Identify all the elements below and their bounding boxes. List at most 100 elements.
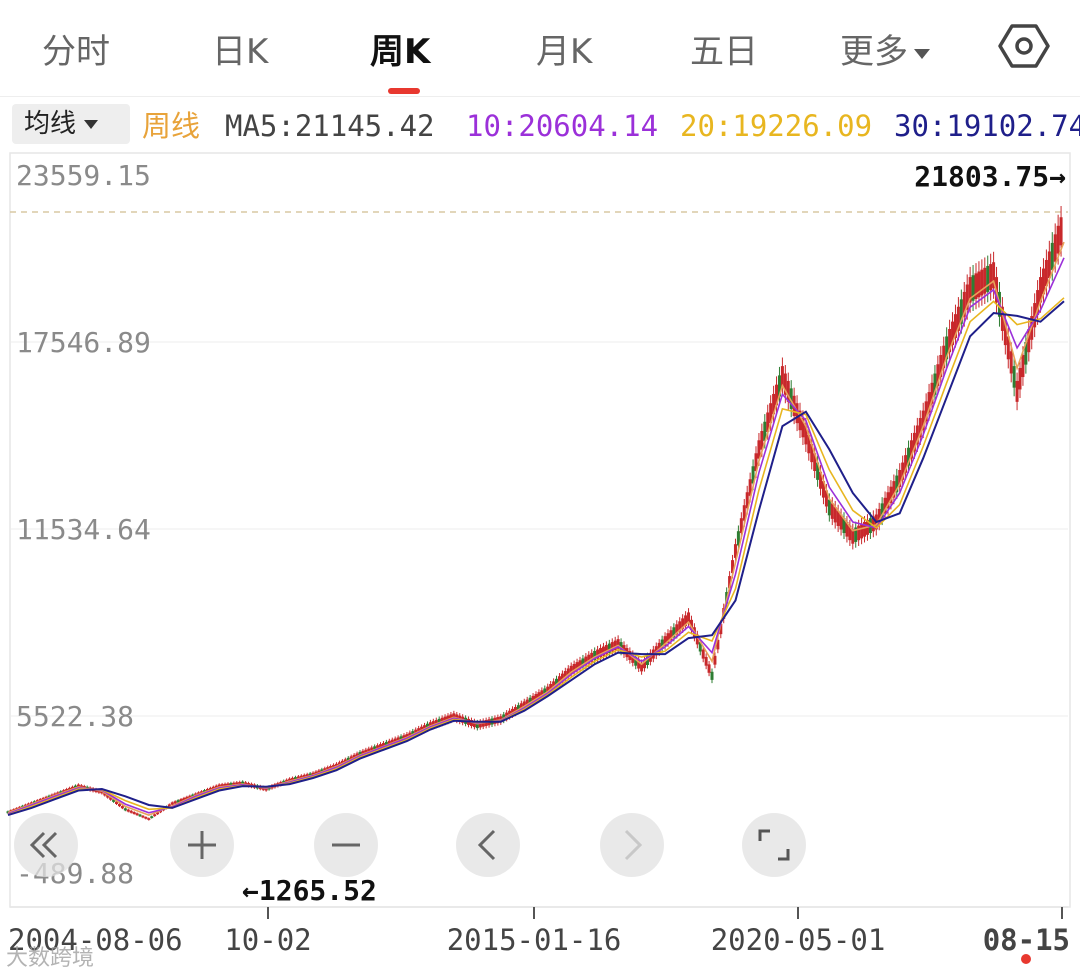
- tab-intraday[interactable]: 分时: [42, 32, 110, 72]
- scroll-left-button[interactable]: [456, 813, 520, 877]
- candle-body: [173, 801, 177, 804]
- candle-body: [115, 801, 119, 805]
- indicator-select[interactable]: 均线: [12, 104, 130, 144]
- candle-body: [610, 642, 614, 652]
- candle-body: [543, 688, 547, 696]
- candle-body: [361, 750, 365, 756]
- moving-average-bar: 均线 周线 MA5:21145.42 10:20604.14 20:19226.…: [0, 100, 1080, 150]
- candle-body: [880, 503, 884, 519]
- candle-body: [789, 388, 793, 409]
- candle-body: [945, 336, 949, 360]
- candle-body: [728, 576, 732, 589]
- x-tick-label: 2020-05-01: [711, 923, 886, 957]
- candle-body: [566, 668, 570, 677]
- candle-body: [684, 615, 688, 626]
- settings-hexagon-icon[interactable]: [998, 20, 1050, 72]
- candle-body: [763, 421, 767, 441]
- candle-body: [599, 648, 603, 658]
- candle-body: [587, 654, 591, 664]
- candle-body: [1021, 354, 1025, 378]
- candle-body: [223, 783, 227, 787]
- candle-body: [687, 612, 691, 624]
- tab-weekly-k[interactable]: 周K: [370, 32, 431, 72]
- candle-body: [977, 271, 981, 298]
- candle-body: [824, 490, 828, 507]
- candle-body: [848, 525, 852, 541]
- candle-body: [863, 521, 867, 537]
- candle-body: [103, 792, 107, 796]
- candle-body: [786, 380, 790, 402]
- weekly-k-chart[interactable]: 23559.15 17546.89 11534.64 5522.38 -489.88 21…: [0, 150, 1080, 976]
- chevron-left-icon: [477, 829, 496, 861]
- candle-body: [552, 681, 556, 690]
- candle-body: [821, 481, 825, 498]
- candle-body: [370, 747, 374, 753]
- plot-border: [9, 152, 1071, 908]
- candle-body: [109, 797, 113, 800]
- tab-daily-k[interactable]: 日K: [212, 32, 269, 72]
- ma30-line: [7, 300, 1065, 817]
- rewind-button[interactable]: [14, 813, 78, 877]
- candle-body: [924, 401, 928, 422]
- candle-body: [757, 440, 761, 459]
- candle-body: [904, 455, 908, 473]
- candle-body: [511, 708, 515, 716]
- candle-body: [138, 814, 142, 817]
- candle-body: [481, 720, 485, 727]
- candle-body: [830, 503, 834, 519]
- candle-body: [992, 262, 996, 289]
- candle-body: [942, 345, 946, 369]
- candle-body: [288, 778, 292, 783]
- candle-body: [478, 721, 482, 728]
- zoom-out-button[interactable]: [314, 813, 378, 877]
- candle-body: [575, 662, 579, 671]
- tab-monthly-k[interactable]: 月K: [536, 32, 593, 72]
- candle-body: [578, 660, 582, 669]
- candle-body: [901, 462, 905, 480]
- candle-body: [857, 525, 861, 541]
- candle-body: [569, 665, 573, 675]
- candle-body: [689, 619, 693, 631]
- candle-body: [1003, 321, 1007, 346]
- candle-body: [783, 373, 787, 395]
- candle-body: [379, 744, 383, 750]
- candle-body: [895, 475, 899, 493]
- candle-body: [156, 812, 160, 815]
- tab-five-day[interactable]: 五日: [690, 32, 758, 72]
- candle-body: [851, 529, 855, 544]
- caret-down-icon: [914, 48, 930, 59]
- ma30-value: 30:19102.74: [894, 109, 1080, 143]
- fullscreen-button[interactable]: [742, 813, 806, 877]
- candle-body: [701, 649, 705, 659]
- candle-body: [909, 440, 913, 459]
- tab-more[interactable]: 更多: [840, 24, 930, 73]
- candle-body: [710, 671, 714, 680]
- candle-body: [833, 507, 837, 523]
- candle-body: [528, 697, 532, 705]
- candle-body: [886, 492, 890, 509]
- candle-body: [860, 523, 864, 539]
- candle-body: [546, 686, 550, 695]
- scroll-right-button[interactable]: [600, 813, 664, 877]
- candle-body: [640, 662, 644, 672]
- candle-body: [1056, 225, 1060, 254]
- tab-more-label: 更多: [840, 32, 908, 72]
- candle-body: [672, 627, 676, 638]
- ma10-value: 10:20604.14: [466, 109, 659, 143]
- candle-body: [238, 781, 242, 786]
- candle-body: [645, 656, 649, 665]
- candle-body: [472, 721, 476, 728]
- candle-body: [76, 784, 80, 788]
- candle-body: [188, 795, 192, 799]
- y-tick-label: 5522.38: [16, 700, 134, 733]
- zoom-in-button[interactable]: [170, 813, 234, 877]
- rewind-icon: [29, 831, 58, 859]
- candle-body: [601, 646, 605, 656]
- candle-body: [563, 671, 567, 680]
- candle-body: [731, 560, 735, 574]
- max-price-label: 21803.75→: [914, 160, 1066, 193]
- candle-body: [719, 623, 723, 635]
- candle-body: [845, 521, 849, 537]
- candle-body: [607, 643, 611, 653]
- candle-body: [669, 630, 673, 641]
